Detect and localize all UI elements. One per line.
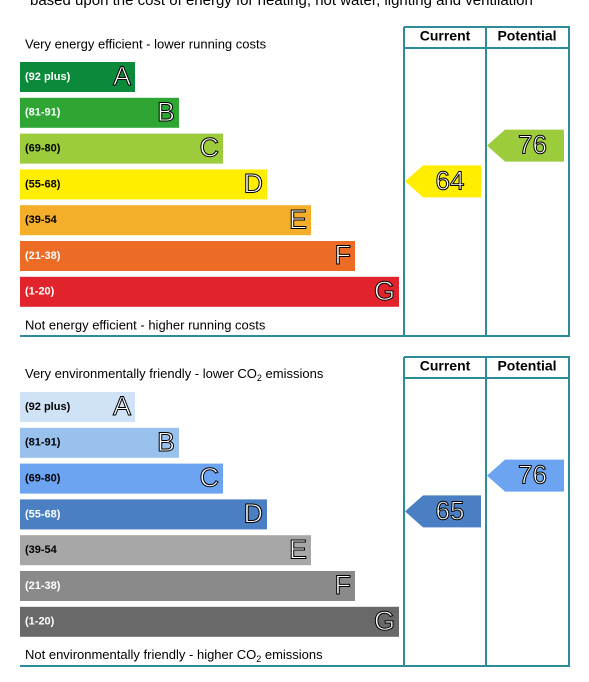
bottom-label: Not environmentally friendly - higher CO… <box>25 647 323 664</box>
rating-band <box>20 499 267 530</box>
band-letter: C <box>200 133 220 163</box>
current-arrow <box>405 495 481 528</box>
potential-header: Potential <box>497 358 556 374</box>
current-arrow <box>405 165 481 198</box>
rating-band <box>20 276 399 307</box>
rating-band <box>20 169 267 200</box>
rating-band <box>20 571 355 601</box>
rating-band <box>20 535 311 566</box>
band-letter: D <box>244 169 264 199</box>
rating-band <box>20 62 135 92</box>
band-range: (81-91) <box>25 437 61 449</box>
band-letter: D <box>244 499 264 529</box>
rating-band <box>20 241 355 271</box>
band-range: (69-80) <box>25 143 61 155</box>
potential-arrow <box>487 129 564 162</box>
rating-band <box>20 133 223 164</box>
band-letter: B <box>157 97 175 127</box>
band-letter: G <box>374 606 395 636</box>
bottom-label-tail: emissions <box>261 647 323 662</box>
bottom-label: Not energy efficient - higher running co… <box>25 317 266 332</box>
band-range: (39-54 <box>25 544 58 556</box>
band-range: (55-68) <box>25 508 61 520</box>
band-letter: B <box>157 427 175 457</box>
band-letter: A <box>113 61 131 91</box>
potential-score: 76 <box>518 129 547 159</box>
bottom-label-sub: 2 <box>256 654 261 664</box>
top-label-sub: 2 <box>257 373 262 383</box>
band-range: (39-54 <box>25 214 58 226</box>
current-header: Current <box>420 28 471 44</box>
band-letter: F <box>335 570 352 600</box>
top-label: Very energy efficient - lower running co… <box>25 36 267 51</box>
intro-text: based upon the cost of energy for heatin… <box>30 0 533 9</box>
rating-band <box>20 205 311 236</box>
current-header: Current <box>420 358 471 374</box>
band-letter: E <box>289 204 307 234</box>
band-letter: E <box>289 534 307 564</box>
rating-band <box>20 392 135 422</box>
band-letter: C <box>200 463 220 493</box>
current-score: 65 <box>436 495 465 525</box>
rating-band <box>20 97 179 128</box>
potential-arrow <box>487 459 564 492</box>
rating-band <box>20 463 223 494</box>
band-range: (1-20) <box>25 286 55 298</box>
band-letter: F <box>335 240 352 270</box>
band-range: (92 plus) <box>25 71 71 83</box>
top-label-tail: emissions <box>262 366 324 381</box>
band-range: (81-91) <box>25 107 61 119</box>
band-letter: A <box>113 391 131 421</box>
current-score: 64 <box>436 165 465 195</box>
top-label: Very environmentally friendly - lower CO… <box>25 366 324 383</box>
band-range: (21-38) <box>25 580 61 592</box>
top-label-text: Very environmentally friendly - lower CO <box>25 366 257 381</box>
band-range: (92 plus) <box>25 401 71 413</box>
potential-score: 76 <box>518 459 547 489</box>
rating-band <box>20 606 399 637</box>
band-range: (1-20) <box>25 616 55 628</box>
band-letter: G <box>374 276 395 306</box>
band-range: (69-80) <box>25 473 61 485</box>
band-range: (55-68) <box>25 178 61 190</box>
potential-header: Potential <box>497 28 556 44</box>
bottom-label-text: Not environmentally friendly - higher CO <box>25 647 256 662</box>
band-range: (21-38) <box>25 250 61 262</box>
rating-band <box>20 427 179 458</box>
